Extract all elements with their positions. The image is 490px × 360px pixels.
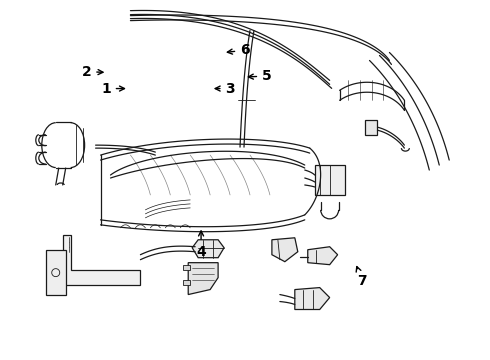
Text: 5: 5	[248, 69, 272, 83]
Polygon shape	[188, 263, 218, 294]
Polygon shape	[192, 240, 224, 258]
Text: 3: 3	[215, 82, 235, 95]
Text: 6: 6	[227, 43, 250, 57]
Polygon shape	[295, 288, 330, 310]
Text: 4: 4	[196, 231, 206, 259]
Polygon shape	[308, 247, 338, 265]
Polygon shape	[183, 265, 190, 270]
Polygon shape	[183, 280, 190, 285]
Text: 7: 7	[356, 266, 367, 288]
Polygon shape	[46, 250, 66, 294]
Polygon shape	[315, 165, 344, 195]
Polygon shape	[63, 235, 141, 285]
Polygon shape	[272, 238, 298, 262]
Text: 1: 1	[101, 82, 124, 95]
Polygon shape	[365, 120, 377, 135]
Text: 2: 2	[81, 65, 103, 79]
